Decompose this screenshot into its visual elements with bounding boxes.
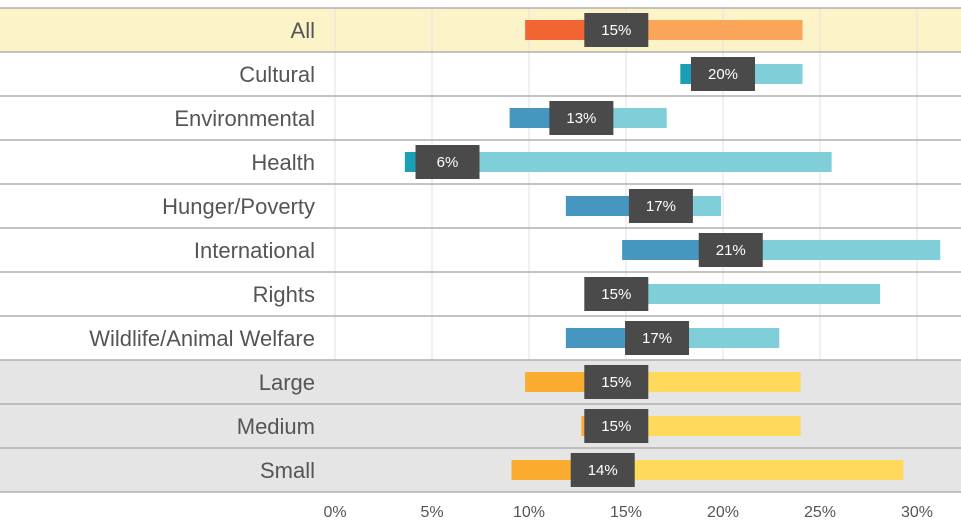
x-tick-label: 20% [707,504,739,521]
median-label: 17% [646,198,676,215]
row-background [0,404,961,448]
range-high [616,416,801,436]
range-high [447,152,832,172]
median-label: 17% [642,330,672,347]
x-tick-label: 15% [610,504,642,521]
x-tick-label: 10% [513,504,545,521]
median-marker [584,13,649,47]
median-label: 15% [601,418,631,435]
range-high [616,372,801,392]
category-label: Large [259,370,315,395]
category-label: Environmental [174,106,315,131]
median-marker [570,453,635,487]
median-label: 14% [588,462,618,479]
range-high [730,240,941,260]
median-marker [584,277,649,311]
category-label: Hunger/Poverty [162,194,315,219]
median-label: 6% [437,154,459,171]
row-background [0,8,961,52]
category-label: International [194,238,315,263]
category-label: All [291,18,315,43]
median-label: 15% [601,22,631,39]
category-label: Cultural [239,62,315,87]
row-background [0,316,961,360]
x-tick-label: 30% [901,504,933,521]
x-tick-label: 0% [323,504,346,521]
median-marker [549,101,614,135]
category-label: Health [251,150,315,175]
median-marker [415,145,480,179]
row-background [0,184,961,228]
row-background [0,96,961,140]
category-label: Wildlife/Animal Welfare [89,326,315,351]
median-label: 21% [716,242,746,259]
range-high [616,284,881,304]
median-label: 15% [601,374,631,391]
range-high [616,20,803,40]
median-label: 13% [566,110,596,127]
row-background [0,52,961,96]
x-tick-label: 5% [420,504,443,521]
range-high [602,460,904,480]
median-marker [584,409,649,443]
row-background [0,360,961,404]
x-tick-label: 25% [804,504,836,521]
median-marker [628,189,693,223]
category-label: Medium [237,414,315,439]
median-marker [691,57,755,91]
median-marker [625,321,690,355]
category-label: Small [260,458,315,483]
median-marker [698,233,763,267]
median-marker [584,365,649,399]
median-label: 20% [708,66,738,83]
category-label: Rights [253,282,315,307]
median-label: 15% [601,286,631,303]
